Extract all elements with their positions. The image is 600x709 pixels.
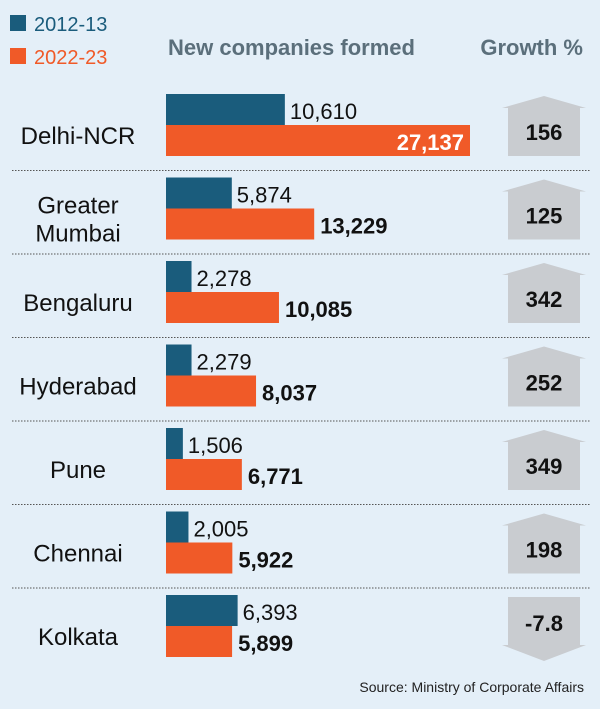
value-label-2012-13: 6,393 xyxy=(243,600,298,625)
bar-2012-13 xyxy=(166,177,232,209)
value-label-2012-13: 10,610 xyxy=(290,99,357,124)
bar-2022-23 xyxy=(166,626,233,657)
legend-swatch-2012 xyxy=(10,15,26,31)
chart-title: New companies formed xyxy=(168,35,415,60)
value-label-2022-23: 5,899 xyxy=(238,631,293,656)
growth-value: 198 xyxy=(526,538,563,563)
category-label: Hyderabad xyxy=(19,374,136,401)
value-label-2022-23: 10,085 xyxy=(285,297,352,322)
value-label-2012-13: 1,506 xyxy=(188,433,243,458)
bar-2022-23 xyxy=(166,542,233,574)
growth-up-arrow-icon xyxy=(502,513,586,574)
growth-value: -7.8 xyxy=(525,611,563,636)
legend-label-2022: 2022-23 xyxy=(34,47,107,69)
value-label-2022-23: 5,922 xyxy=(238,548,293,573)
category-label: Mumbai xyxy=(35,221,120,248)
value-label-2022-23: 6,771 xyxy=(248,464,303,489)
category-label: Bengaluru xyxy=(23,290,132,317)
growth-header: Growth % xyxy=(480,35,583,60)
category-label: Delhi-NCR xyxy=(21,123,136,150)
growth-up-arrow-icon xyxy=(502,346,586,407)
bar-2012-13 xyxy=(166,261,192,292)
bar-2022-23 xyxy=(166,375,257,407)
value-label-2012-13: 2,005 xyxy=(193,517,248,542)
bar-2012-13 xyxy=(166,595,238,626)
value-label-2022-23: 27,137 xyxy=(397,130,464,155)
growth-value: 252 xyxy=(526,371,563,396)
growth-down-arrow-icon xyxy=(502,597,586,661)
value-label-2012-13: 2,278 xyxy=(197,266,252,291)
growth-up-arrow-icon xyxy=(502,263,586,323)
growth-value: 349 xyxy=(526,454,563,479)
bar-2012-13 xyxy=(166,511,189,543)
bar-2012-13 xyxy=(166,94,285,125)
value-label-2022-23: 8,037 xyxy=(262,381,317,406)
growth-up-arrow-icon xyxy=(502,96,586,156)
category-label: Pune xyxy=(50,457,106,484)
value-label-2022-23: 13,229 xyxy=(320,214,387,239)
bar-2012-13 xyxy=(166,344,192,376)
growth-value: 125 xyxy=(526,204,563,229)
bar-2022-23 xyxy=(166,292,279,323)
growth-value: 342 xyxy=(526,287,563,312)
bar-2022-23 xyxy=(166,125,470,156)
growth-up-arrow-icon xyxy=(502,179,586,240)
category-label: Greater xyxy=(37,193,118,220)
bar-2022-23 xyxy=(166,208,315,240)
bar-2022-23 xyxy=(166,459,242,490)
growth-up-arrow-icon xyxy=(502,430,586,490)
legend-swatch-2022 xyxy=(10,48,26,64)
value-label-2012-13: 5,874 xyxy=(237,183,292,208)
category-label: Kolkata xyxy=(38,624,119,651)
source-note: Source: Ministry of Corporate Affairs xyxy=(359,679,584,695)
category-label: Chennai xyxy=(33,541,122,568)
growth-value: 156 xyxy=(526,120,563,145)
bar-2012-13 xyxy=(166,428,183,459)
legend-label-2012: 2012-13 xyxy=(34,14,107,36)
value-label-2012-13: 2,279 xyxy=(197,350,252,375)
